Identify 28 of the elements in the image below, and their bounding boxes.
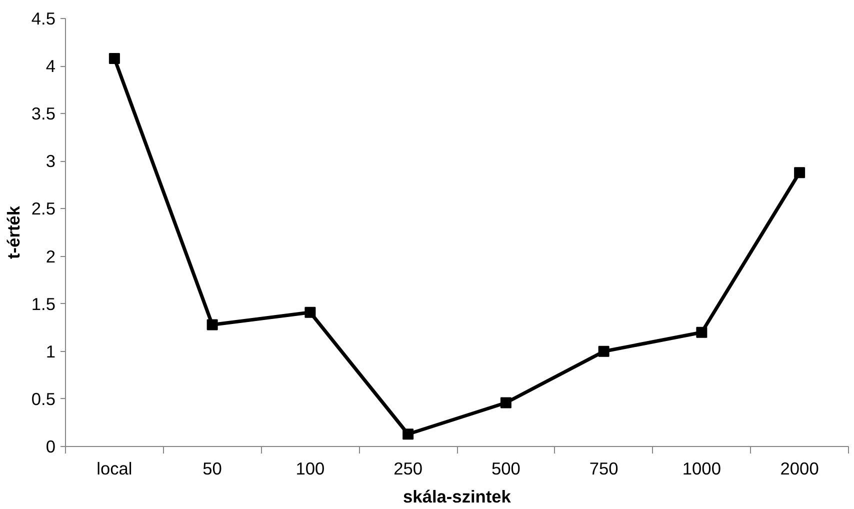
point bbox=[206, 319, 218, 330]
x-tick-label: 100 bbox=[296, 458, 325, 478]
point bbox=[598, 346, 610, 357]
y-tick-label: 0 bbox=[46, 436, 56, 456]
y-tick-label: 4 bbox=[46, 56, 56, 76]
x-tick-label: 750 bbox=[589, 458, 618, 478]
y-tick-label: 3 bbox=[46, 151, 56, 172]
x-tick-label: 250 bbox=[394, 458, 423, 478]
point bbox=[108, 52, 120, 64]
y-tick-label: 2.5 bbox=[31, 198, 56, 219]
x-tick-label: 1000 bbox=[682, 458, 721, 478]
point bbox=[304, 306, 316, 318]
point bbox=[696, 326, 708, 338]
x-axis-title: skála-szintek bbox=[403, 486, 512, 506]
y-tick-label: 3.5 bbox=[31, 104, 56, 124]
y-tick-label: 1.5 bbox=[31, 294, 56, 314]
x-tick-label: local bbox=[96, 458, 132, 478]
y-tick-label: 1 bbox=[46, 341, 56, 362]
point bbox=[794, 167, 806, 178]
y-tick-label: 2 bbox=[46, 246, 56, 266]
x-tick-label: 50 bbox=[202, 458, 222, 478]
y-tick-label: 0.5 bbox=[31, 388, 56, 409]
x-tick-label: 2000 bbox=[780, 458, 819, 478]
point bbox=[402, 428, 414, 440]
point bbox=[500, 397, 512, 408]
x-tick-label: 500 bbox=[491, 458, 520, 478]
y-axis-title: t-érték bbox=[3, 206, 24, 259]
y-tick-label: 4.5 bbox=[31, 8, 56, 28]
